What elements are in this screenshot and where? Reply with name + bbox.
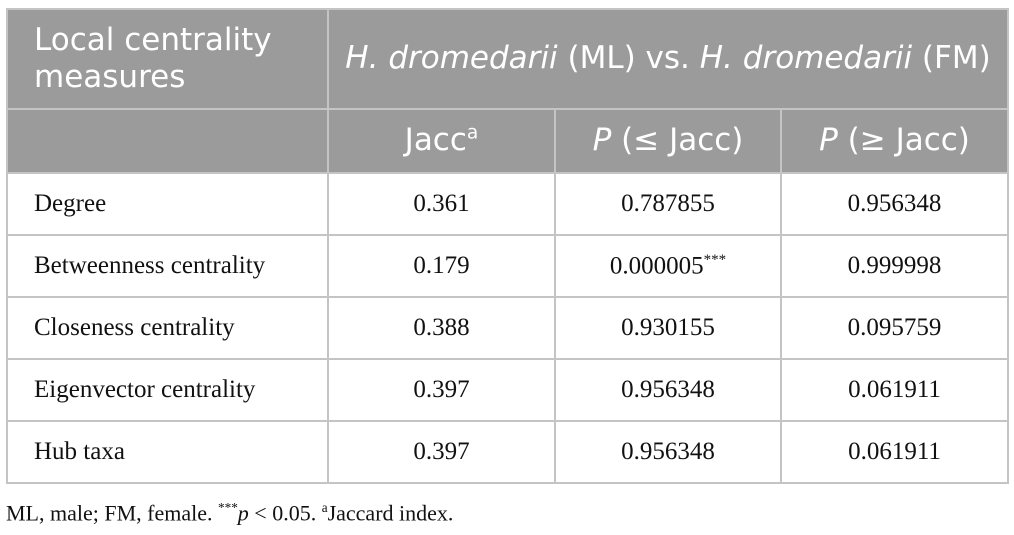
cell: 0.397 [327,358,556,422]
superscript: *** [218,500,238,515]
group-header: H. dromedarii (ML) vs. H. dromedarii (FM… [327,8,1009,110]
text: P [592,122,612,159]
cell: 0.388 [327,296,556,360]
table-row: Eigenvector centrality 0.397 0.956348 0.061… [6,358,1009,422]
cell: 0.999998 [780,234,1009,298]
text: (FM) [912,40,991,77]
data-table: Local centrality measures H. dromedarii … [6,8,1009,484]
cell: 0.787855 [554,172,782,236]
species: H. dromedarii [345,40,558,77]
cell: 0.956348 [780,172,1009,236]
cell: 0.061911 [780,420,1009,484]
cell: 0.061911 [780,358,1009,422]
cell: 0.956348 [554,358,782,422]
text: P [819,122,838,159]
text: p [237,500,249,526]
superscript: *** [703,251,727,268]
table-row: Betweenness centrality 0.179 0.000005*** 0.… [6,234,1009,298]
row-label: Closeness centrality [6,296,329,360]
column-header: P (≥ Jacc) [780,108,1009,174]
text: (ML) vs. [557,40,700,77]
cell: 0.095759 [780,296,1009,360]
cell: 0.361 [327,172,556,236]
text: (≤ Jacc) [611,122,744,159]
row-label: Betweenness centrality [6,234,329,298]
column-header: P (≤ Jacc) [554,108,782,174]
text: (≥ Jacc) [837,122,970,159]
cell: 0.930155 [554,296,782,360]
value: 0.000005 [609,252,704,280]
text: ML, male; FM, female. [6,500,219,526]
column-header: Jacca [327,108,556,174]
cell: 0.179 [327,234,556,298]
row-label: Hub taxa [6,420,329,484]
species: H. dromedarii [699,40,913,77]
cell: 0.956348 [554,420,782,484]
table-row: Hub taxa 0.397 0.956348 0.061911 [6,420,1009,484]
empty-header [6,108,329,174]
row-label: Degree [6,172,329,236]
text: Jacc [404,122,467,159]
superscript: a [321,500,328,515]
cell: 0.397 [327,420,556,484]
cell: 0.000005*** [554,234,782,298]
table-row: Closeness centrality 0.388 0.930155 0.09575… [6,296,1009,360]
table-row: Degree 0.361 0.787855 0.956348 [6,172,1009,236]
row-label-header: Local centrality measures [6,8,329,110]
footnote: ML, male; FM, female. ***p < 0.05. aJacc… [6,500,453,526]
text: Jaccard index. [327,500,454,526]
superscript: a [466,123,479,145]
table-body: Degree 0.361 0.787855 0.956348 Betweenness c… [6,172,1009,484]
text: < 0.05. [248,500,322,526]
row-label: Eigenvector centrality [6,358,329,422]
